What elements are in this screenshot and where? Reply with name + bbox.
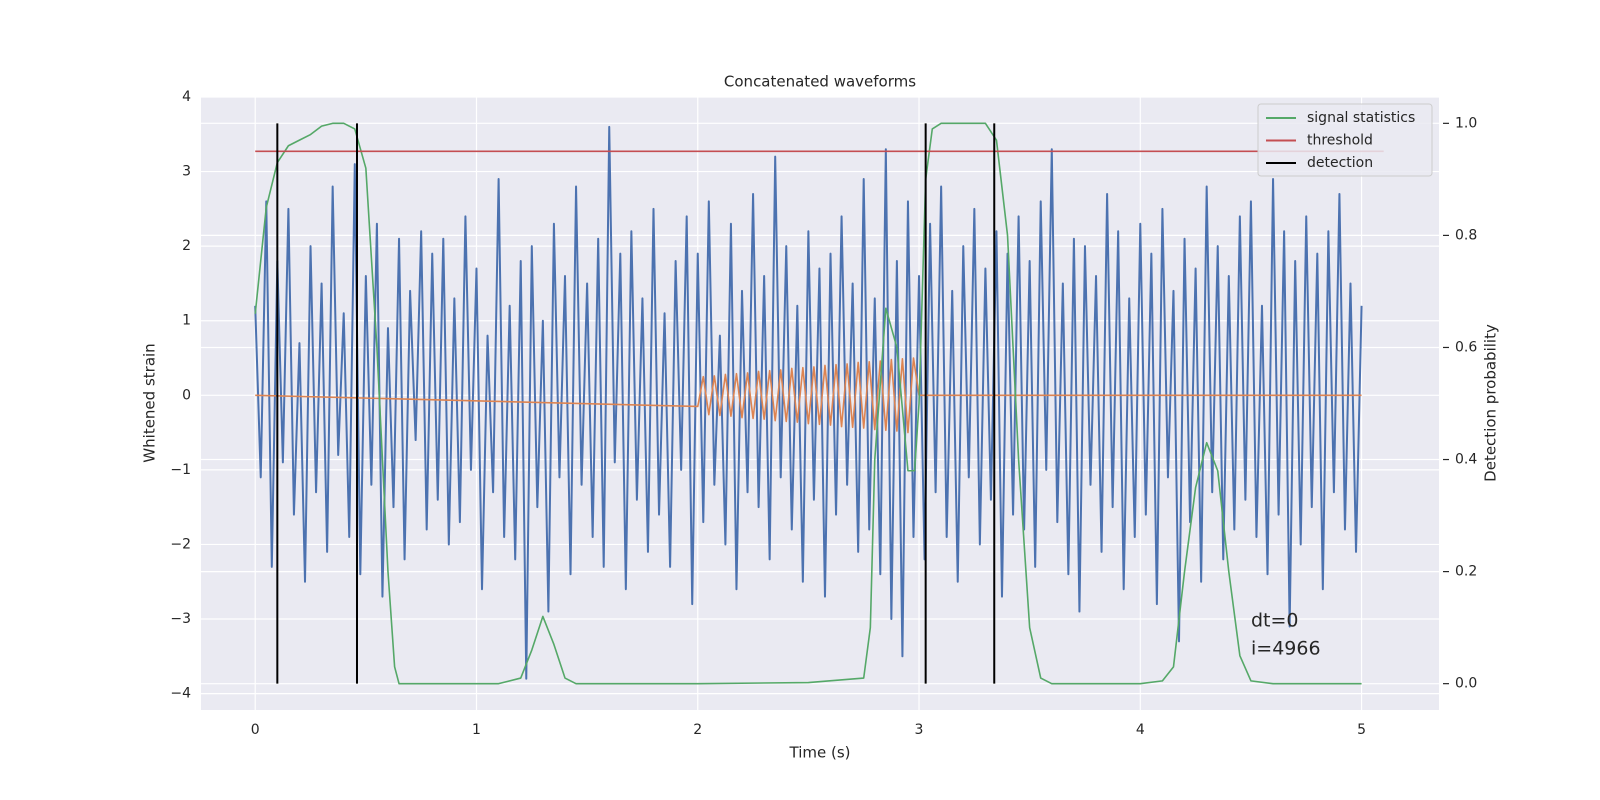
y-tick-label: −4 (170, 686, 191, 702)
y-tick-label: 4 (182, 89, 191, 105)
x-tick-label: 4 (1136, 722, 1145, 738)
x-tick-label: 2 (693, 722, 702, 738)
y2-tick-label: 0.2 (1455, 564, 1477, 580)
plot-area (201, 96, 1439, 710)
x-tick-label: 0 (251, 722, 260, 738)
legend-box (1257, 103, 1433, 177)
y-tick-label: −1 (170, 462, 191, 478)
y-axis-label: Whitened strain (141, 343, 159, 462)
series-line (254, 125, 1363, 680)
y-tick-label: 1 (182, 313, 191, 329)
y2-axis-label: Detection probability (1482, 324, 1500, 482)
y-tick-label: −2 (170, 536, 191, 552)
legend-label: threshold (1307, 133, 1373, 149)
y-tick-label: 2 (182, 238, 191, 254)
annotation: i=4966 (1251, 638, 1321, 660)
y2-tick-label: 1.0 (1455, 115, 1477, 131)
y-tick-label: 3 (182, 164, 191, 180)
x-tick-label: 3 (915, 722, 924, 738)
y-tick-label: 0 (182, 387, 191, 403)
x-axis-label: Time (s) (789, 744, 851, 762)
x-tick-label: 1 (472, 722, 481, 738)
y2-tick-label: 0.0 (1455, 676, 1477, 692)
x-tick-label: 5 (1357, 722, 1366, 738)
annotation: dt=0 (1251, 610, 1299, 632)
legend-label: signal statistics (1307, 110, 1415, 126)
legend: signal statistics threshold detection (1257, 103, 1433, 177)
y2-tick-label: 0.4 (1455, 452, 1477, 468)
y-tick-label: −3 (170, 611, 191, 627)
series-line (255, 357, 1362, 434)
chart-title: Concatenated waveforms (724, 73, 916, 91)
series-line (254, 122, 1362, 685)
y2-tick-label: 0.8 (1455, 227, 1477, 243)
y2-tick-label: 0.6 (1455, 339, 1477, 355)
legend-label: detection (1307, 155, 1373, 171)
